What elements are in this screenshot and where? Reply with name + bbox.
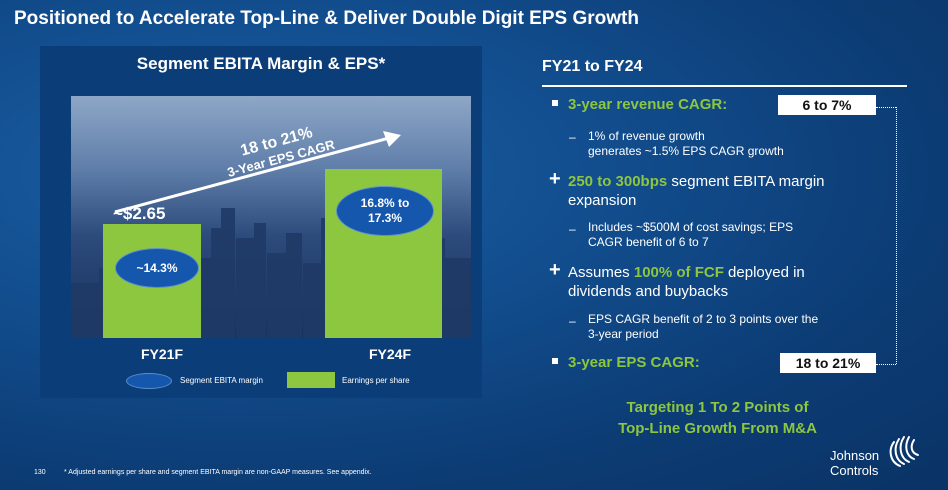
footnote: * Adjusted earnings per share and segmen… bbox=[64, 469, 372, 476]
fcf-sub-line1: EPS CAGR benefit of 2 to 3 points over t… bbox=[588, 312, 819, 326]
connector-top bbox=[876, 107, 896, 108]
target-line1: Targeting 1 To 2 Points of bbox=[626, 399, 809, 416]
category-label-fy21: FY21F bbox=[140, 346, 183, 362]
page-number: 130 bbox=[34, 469, 46, 476]
legend-eps-label: Earnings per share bbox=[342, 376, 410, 385]
dash-icon: – bbox=[569, 130, 576, 144]
fcf-sub-line2: 3-year period bbox=[588, 327, 659, 341]
margin-text-1: segment EBITA margin bbox=[667, 173, 825, 190]
margin-label-fy24-line1: 16.8% to bbox=[360, 196, 410, 210]
revenue-sub: 1% of revenue growth generates ~1.5% EPS… bbox=[588, 129, 784, 159]
plus-icon: + bbox=[549, 259, 561, 281]
dash-icon: – bbox=[569, 314, 576, 328]
margin-sub-line1: Includes ~$500M of cost savings; EPS bbox=[588, 220, 794, 234]
target-statement: Targeting 1 To 2 Points of Top-Line Grow… bbox=[560, 397, 875, 439]
revenue-sub-line2: generates ~1.5% EPS CAGR growth bbox=[588, 144, 784, 158]
margin-sub: Includes ~$500M of cost savings; EPS CAG… bbox=[588, 220, 793, 250]
category-label-fy24: FY24F bbox=[368, 346, 411, 362]
fcf-green: 100% of FCF bbox=[633, 264, 724, 281]
fcf-sub: EPS CAGR benefit of 2 to 3 points over t… bbox=[588, 312, 818, 342]
right-header: FY21 to FY24 bbox=[542, 58, 643, 75]
chart-area: ~14.3% 16.8% to 17.3% ~$2.65 18 to 21% 3… bbox=[71, 96, 471, 338]
fcf-text-1: deployed in bbox=[723, 264, 805, 281]
eps-cagr-callout: 18 to 21% bbox=[780, 353, 876, 373]
fcf-text-2: dividends and buybacks bbox=[568, 283, 729, 300]
margin-label-fy24-line2: 17.3% bbox=[367, 211, 403, 225]
dash-icon: – bbox=[569, 222, 576, 236]
header-divider bbox=[542, 85, 907, 87]
legend-margin-label: Segment EBITA margin bbox=[180, 376, 263, 385]
revenue-cagr-callout: 6 to 7% bbox=[778, 95, 876, 115]
company-logo: Johnson Controls bbox=[830, 448, 879, 478]
bullet-square-icon bbox=[552, 358, 558, 364]
logo-line2: Controls bbox=[830, 463, 879, 478]
plus-icon: + bbox=[549, 168, 561, 190]
fcf-bullet: Assumes 100% of FCF deployed in bbox=[568, 263, 805, 282]
revenue-sub-line1: 1% of revenue growth bbox=[588, 129, 705, 143]
chart-header: Segment EBITA Margin & EPS* bbox=[136, 54, 386, 73]
left-chart-panel: Segment EBITA Margin & EPS* bbox=[40, 46, 482, 398]
logo-line1: Johnson bbox=[830, 448, 880, 463]
target-line2: Top-Line Growth From M&A bbox=[618, 420, 817, 437]
margin-label-fy21: ~14.3% bbox=[136, 260, 178, 275]
legend-margin-swatch bbox=[126, 373, 172, 389]
margin-sub-line2: CAGR benefit of 6 to 7 bbox=[588, 235, 709, 249]
margin-oval-fy21: ~14.3% bbox=[115, 248, 199, 288]
slide-title: Positioned to Accelerate Top-Line & Deli… bbox=[14, 8, 639, 29]
legend-eps-swatch bbox=[287, 372, 335, 388]
margin-oval-fy24: 16.8% to 17.3% bbox=[336, 186, 434, 236]
eps-cagr-label: 3-year EPS CAGR: bbox=[568, 354, 700, 371]
swirl-logo-icon bbox=[889, 436, 919, 467]
cagr-arrow bbox=[114, 131, 401, 214]
margin-bps: 250 to 300bps bbox=[568, 173, 668, 190]
margin-text-2: expansion bbox=[568, 192, 637, 209]
fcf-pre: Assumes bbox=[568, 264, 634, 281]
connector-bottom bbox=[876, 364, 896, 365]
bullet-square-icon bbox=[552, 100, 558, 106]
margin-bullet: 250 to 300bps segment EBITA margin bbox=[568, 172, 825, 191]
revenue-cagr-label: 3-year revenue CAGR: bbox=[568, 96, 728, 113]
connector-vertical bbox=[895, 107, 897, 364]
